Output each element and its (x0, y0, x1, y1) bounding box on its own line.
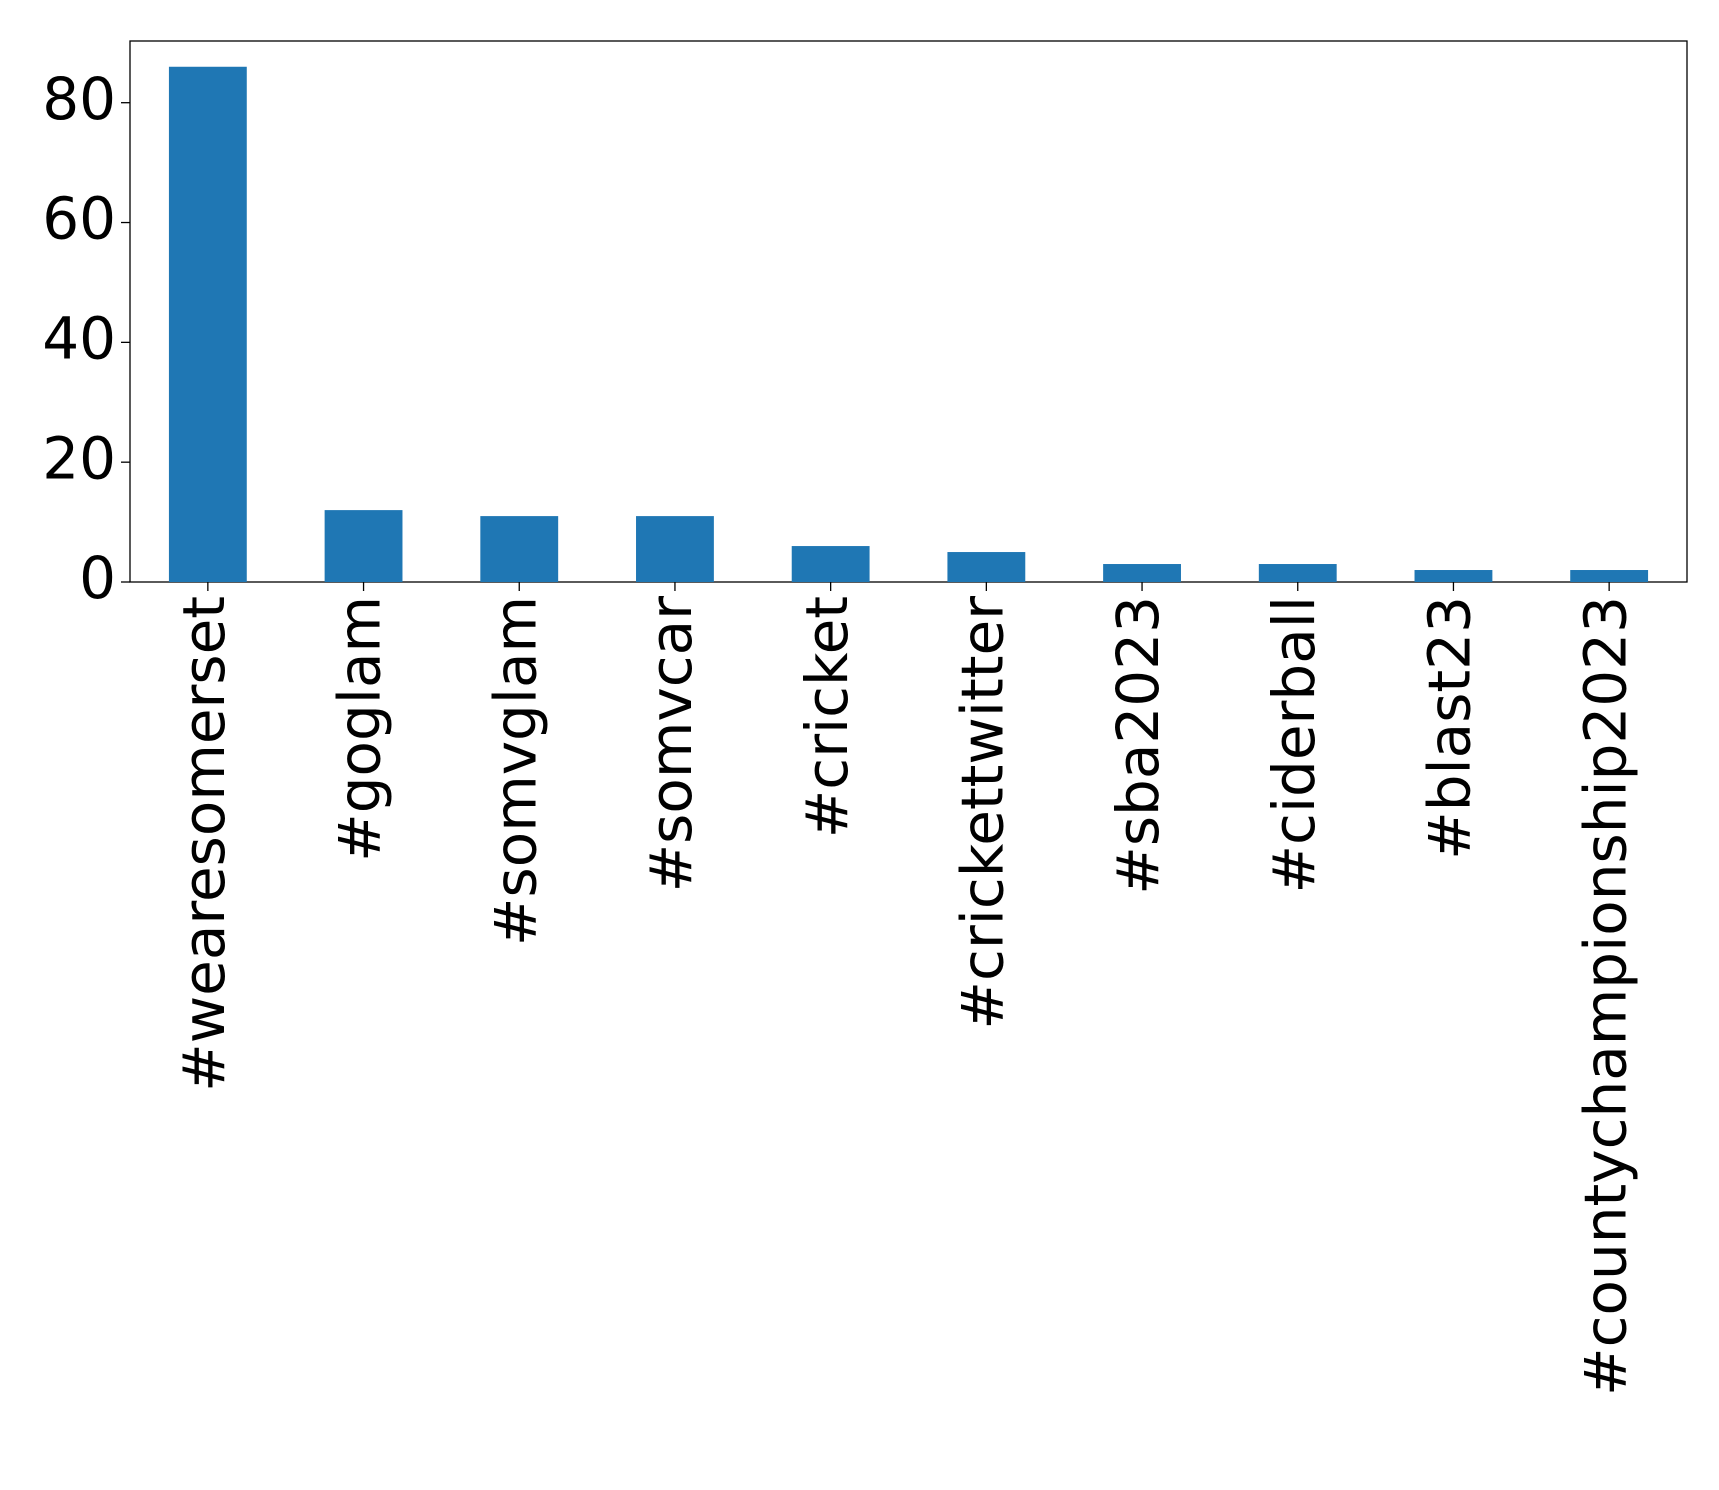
y-tick-label: 60 (42, 185, 116, 253)
bar (636, 516, 714, 582)
x-tick-label: #blast23 (1416, 596, 1484, 860)
x-tick-label: #sba2023 (1104, 596, 1172, 895)
y-tick-label: 40 (42, 304, 116, 372)
bar (324, 510, 403, 582)
bar (1414, 570, 1493, 582)
x-tick-label: #somvcar (637, 596, 705, 893)
bar (1570, 570, 1649, 582)
x-tick-label: #somvglam (481, 596, 549, 946)
bar (1258, 564, 1337, 582)
plot-frame (129, 40, 1688, 583)
x-tick-label: #ciderball (1260, 596, 1328, 894)
y-tick-label: 0 (79, 544, 116, 612)
bar (947, 552, 1026, 582)
x-tick-label: #goglam (326, 596, 394, 862)
bar (791, 546, 870, 582)
x-tick-label: #wearesomerset (170, 596, 238, 1092)
x-tick-label: #crickettwitter (948, 596, 1016, 1030)
y-tick-label: 80 (42, 65, 116, 133)
y-tick-label: 20 (42, 424, 116, 492)
bar (480, 516, 559, 582)
bar (168, 66, 247, 582)
x-tick-label: #countychampionship2023 (1571, 596, 1639, 1396)
x-tick-label: #cricket (793, 596, 861, 838)
bar (1103, 564, 1181, 582)
